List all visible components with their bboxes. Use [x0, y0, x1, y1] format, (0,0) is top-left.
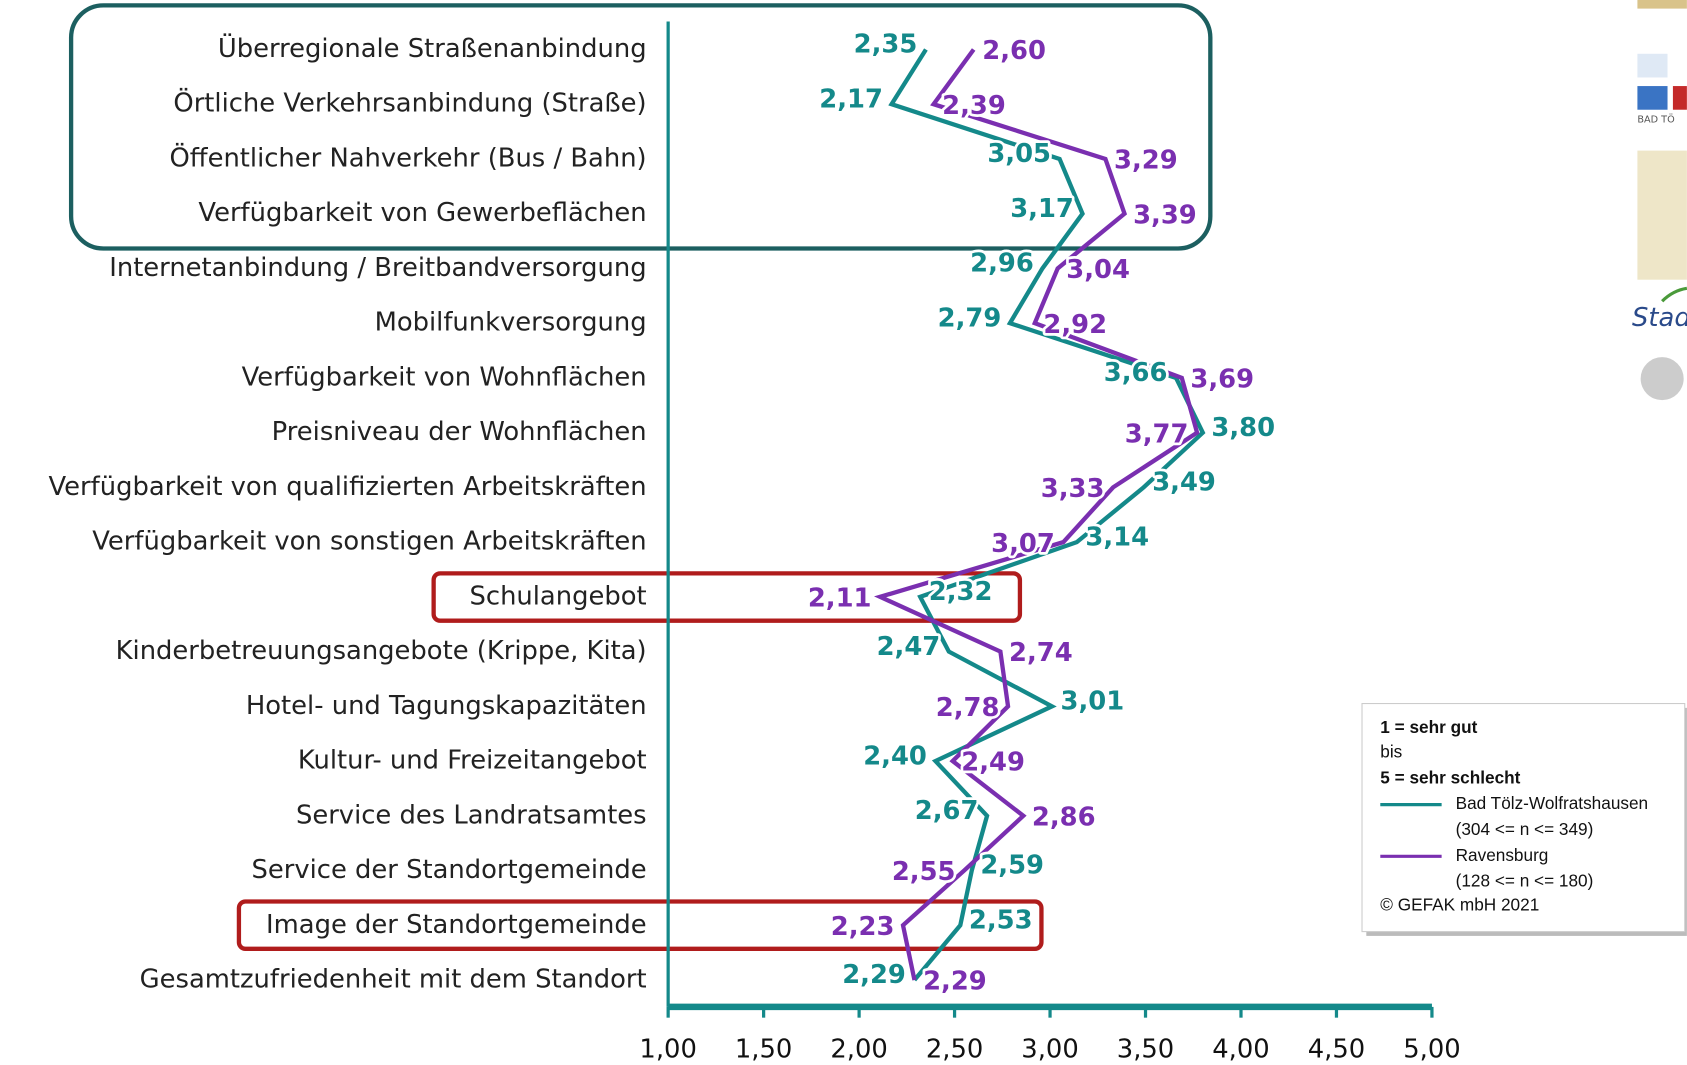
value-label: 3,49: [1152, 468, 1216, 498]
value-label: 3,14: [1085, 522, 1149, 552]
x-tick-label: 3,50: [1117, 1034, 1174, 1064]
value-label: 2,29: [923, 967, 987, 997]
value-label: 2,67: [915, 796, 979, 826]
value-label: 2,59: [980, 851, 1044, 881]
x-tick-label: 3,00: [1021, 1034, 1078, 1064]
logo-text: Stad: [1632, 303, 1687, 333]
x-tick-label: 5,00: [1403, 1034, 1460, 1064]
value-label: 2,40: [863, 741, 927, 771]
value-label: 3,80: [1211, 413, 1275, 443]
category-label: Überregionale Straßenanbindung: [218, 32, 647, 64]
legend-label: Ravensburg: [1456, 845, 1549, 865]
highlight-box: [68, 3, 1213, 251]
value-label: 2,35: [854, 30, 918, 60]
x-tick-label: 1,00: [639, 1034, 696, 1064]
value-label: 3,66: [1104, 358, 1168, 388]
legend-label: Bad Tölz-Wolfratshausen: [1456, 793, 1649, 813]
category-label: Kinderbetreuungsangebote (Krippe, Kita): [116, 636, 647, 666]
category-label: Image der Standortgemeinde: [266, 910, 647, 940]
value-label: 2,11: [808, 584, 872, 614]
value-label: 2,17: [819, 84, 883, 114]
category-label: Verfügbarkeit von sonstigen Arbeitskräft…: [92, 527, 646, 557]
legend: 1 = sehr gut bis 5 = sehr schlecht © GEF…: [1361, 703, 1687, 936]
value-label: 2,39: [942, 91, 1006, 121]
value-label: 2,53: [969, 905, 1033, 935]
value-label: 2,32: [929, 577, 993, 607]
value-label: 3,33: [1041, 474, 1105, 504]
category-label: Gesamtzufriedenheit mit dem Standort: [140, 965, 647, 995]
category-label: Öffentlicher Nahverkehr (Bus / Bahn): [170, 141, 647, 173]
series-line: [888, 48, 1206, 982]
value-label: 3,39: [1133, 200, 1197, 230]
x-tick-label: 2,50: [926, 1034, 983, 1064]
value-label: 2,96: [970, 249, 1034, 279]
value-label: 2,79: [938, 303, 1002, 333]
value-label: 3,77: [1125, 419, 1189, 449]
highlight-box: [236, 899, 1044, 951]
value-label: 3,07: [991, 529, 1055, 559]
category-label: Internetanbindung / Breitbandversorgung: [109, 253, 646, 283]
value-label: 2,47: [877, 632, 941, 662]
legend-note: (128 <= n <= 180): [1456, 871, 1594, 891]
value-label: 2,49: [961, 748, 1025, 778]
legend-text: 1 = sehr gut: [1380, 717, 1477, 737]
legend-box: [1361, 703, 1686, 933]
value-label: 2,55: [892, 857, 956, 887]
value-label: 3,01: [1061, 687, 1125, 717]
legend-text: 5 = sehr schlecht: [1380, 767, 1520, 787]
value-label: 3,05: [987, 139, 1051, 169]
legend-note: (304 <= n <= 349): [1456, 819, 1594, 839]
category-label: Hotel- und Tagungskapazitäten: [246, 691, 647, 721]
value-label: 3,04: [1066, 255, 1130, 285]
category-label: Schulangebot: [470, 581, 647, 611]
legend-text: © GEFAK mbH 2021: [1380, 894, 1539, 914]
value-label: 3,29: [1114, 146, 1178, 176]
category-label: Service des Landratsamtes: [296, 800, 647, 830]
value-label: 3,69: [1190, 365, 1254, 395]
category-label: Verfügbarkeit von Gewerbeflächen: [198, 198, 646, 228]
category-label: Preisniveau der Wohnflächen: [272, 417, 647, 447]
category-label: Kultur- und Freizeitangebot: [298, 746, 647, 776]
category-label: Mobilfunkversorgung: [375, 308, 647, 338]
value-label: 2,23: [831, 912, 895, 942]
value-label: 2,60: [982, 36, 1046, 66]
x-tick-label: 4,50: [1308, 1034, 1365, 1064]
logo-text: BAD TÖ: [1637, 113, 1675, 126]
x-tick-label: 4,00: [1212, 1034, 1269, 1064]
value-label: 2,92: [1043, 310, 1107, 340]
legend-text: bis: [1380, 742, 1402, 762]
value-label: 2,78: [936, 693, 1000, 723]
x-tick-label: 1,50: [735, 1034, 792, 1064]
value-label: 2,29: [842, 960, 906, 990]
category-label: Service der Standortgemeinde: [251, 855, 646, 885]
category-label: Verfügbarkeit von Wohnflächen: [242, 362, 647, 392]
logos: BAD TÖ Stad: [1632, 0, 1687, 401]
x-tick-label: 2,00: [830, 1034, 887, 1064]
value-label: 2,86: [1032, 802, 1096, 832]
category-label: Örtliche Verkehrsanbindung (Straße): [173, 87, 646, 119]
value-label: 3,17: [1010, 194, 1074, 224]
value-label: 2,74: [1009, 638, 1073, 668]
highlight-box: [431, 571, 1023, 623]
series-line: [873, 48, 1200, 981]
category-label: Verfügbarkeit von qualifizierten Arbeits…: [49, 472, 647, 502]
